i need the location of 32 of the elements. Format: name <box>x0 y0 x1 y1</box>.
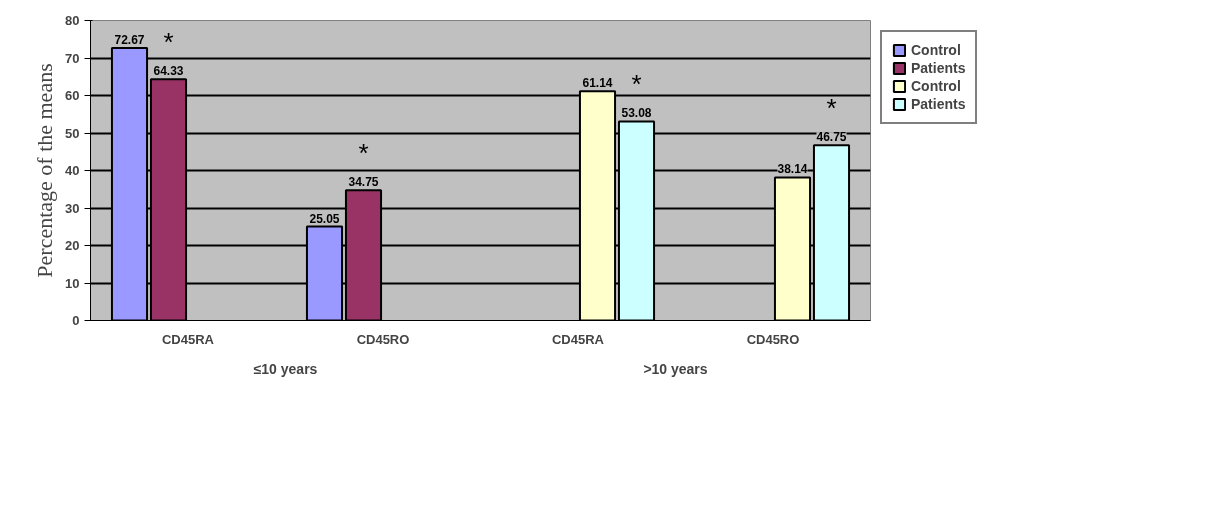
y-tick-label: 70 <box>65 50 80 66</box>
text: >10 years <box>643 360 708 377</box>
data-label: 53.08 <box>621 106 652 121</box>
annotation: * <box>631 69 642 100</box>
y-tick-label: 80 <box>65 13 80 28</box>
y-tick-label: 30 <box>65 200 80 216</box>
data-label: 64.33 <box>153 64 184 79</box>
annotation: * <box>826 93 837 124</box>
y-tick-label: 10 <box>65 275 80 291</box>
annotation: * <box>358 138 369 169</box>
data-label: 46.75 <box>816 130 847 145</box>
x-tick-label: CD45RA <box>551 331 605 347</box>
data-label: 61.14 <box>582 76 613 91</box>
y-tick-label: 20 <box>65 238 80 253</box>
data-label: 72.67 <box>114 32 145 47</box>
y-tick-label: 60 <box>65 88 80 103</box>
x-tick-label: CD45RO <box>746 331 800 347</box>
legend-label: Patients <box>911 96 966 112</box>
legend-label: Control <box>911 42 961 58</box>
text: ≤10 years <box>253 360 318 377</box>
legend-label: Control <box>911 78 961 94</box>
y-tick-label: 50 <box>65 125 80 141</box>
y-tick-label: 40 <box>65 163 80 178</box>
y-tick-label: 0 <box>72 313 80 328</box>
y-axis-title: Percentage of the means <box>32 63 58 278</box>
data-label: 25.05 <box>309 211 340 226</box>
data-label: 34.75 <box>348 175 379 190</box>
x-tick-label: CD45RA <box>161 331 215 347</box>
annotation: * <box>163 27 174 58</box>
x-tick-label: CD45RO <box>356 331 410 347</box>
legend-label: Patients <box>911 60 966 76</box>
data-label: 38.14 <box>777 162 808 177</box>
